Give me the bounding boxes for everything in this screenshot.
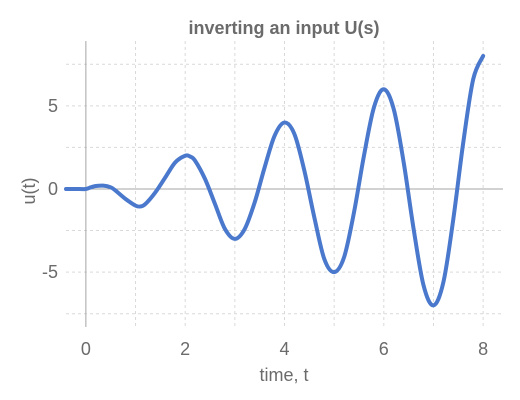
x-axis-label: time, t (259, 365, 308, 385)
x-tick-label: 0 (81, 339, 91, 359)
x-tick-label: 8 (478, 339, 488, 359)
x-tick-label: 6 (379, 339, 389, 359)
grid (66, 41, 503, 327)
x-tick-label: 2 (180, 339, 190, 359)
series-line (64, 53, 486, 308)
y-tick-label: 0 (48, 179, 58, 199)
y-axis-label: u(t) (19, 178, 39, 205)
y-tick-label: 5 (48, 96, 58, 116)
chart-title: inverting an input U(s) (189, 18, 380, 38)
tick-labels: 0 2 4 6 8 -5 0 5 (42, 96, 488, 359)
y-tick-label: -5 (42, 262, 58, 282)
series (64, 53, 486, 308)
axes (66, 41, 503, 327)
x-tick-label: 4 (279, 339, 289, 359)
